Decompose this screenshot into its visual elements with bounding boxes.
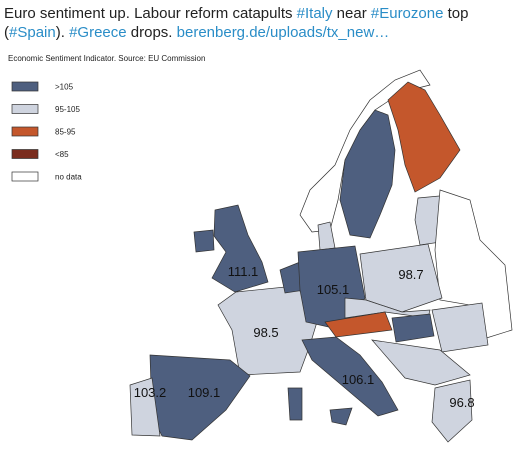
map-title: Economic Sentiment Indicator. Source: EU…: [8, 54, 205, 63]
tweet-link[interactable]: berenberg.de/uploads/tx_new…: [176, 24, 390, 41]
sardinia: [287, 387, 303, 421]
legend-label: >105: [55, 83, 74, 92]
greece: [431, 379, 473, 443]
legend-label: 95-105: [55, 105, 80, 114]
portugal: [129, 377, 161, 437]
legend-swatch: [11, 104, 39, 114]
country-value: 105.1: [317, 282, 350, 297]
romania: [431, 302, 489, 353]
denmark: [317, 221, 336, 251]
tweet-segment: Euro sentiment up. Labour reform catapul…: [4, 5, 297, 22]
legend-swatch: [11, 149, 39, 159]
tweet-segment: ).: [55, 24, 70, 41]
poland: [359, 243, 443, 313]
legend-swatch: [11, 126, 39, 137]
country-value: 111.1: [228, 264, 259, 279]
austria: [324, 311, 393, 338]
east: [434, 189, 513, 341]
country-value: 98.5: [253, 325, 278, 340]
country-value: 103.2: [134, 385, 167, 400]
country-value: 106.1: [342, 372, 375, 387]
sicily: [329, 407, 353, 426]
tweet-segment: near: [332, 5, 371, 22]
finland: [387, 81, 461, 193]
tweet-link[interactable]: #Eurozone: [370, 5, 444, 22]
legend-label: no data: [55, 173, 82, 182]
legend-label: 85-95: [55, 128, 76, 137]
italy: [301, 336, 399, 417]
tweet-segment: top (: [4, 5, 469, 41]
ireland: [193, 229, 215, 253]
legend-swatch: [11, 81, 39, 92]
countries: [129, 69, 513, 443]
country-value: 98.7: [398, 267, 423, 282]
tweet-link[interactable]: #Greece: [69, 24, 127, 41]
country-value: 109.1: [188, 385, 221, 400]
legend-swatch: [11, 171, 39, 182]
uk: [211, 204, 269, 293]
tweet-link[interactable]: #Italy: [296, 5, 333, 22]
balkans: [371, 339, 471, 386]
tweet-segment: drops.: [126, 24, 177, 41]
hungary: [391, 313, 435, 343]
country-value: 96.8: [449, 395, 474, 410]
legend-label: <85: [55, 150, 69, 159]
sweden: [339, 109, 396, 239]
tweet-text: Euro sentiment up. Labour reform catapul…: [4, 4, 512, 42]
tweet-link[interactable]: #Spain: [9, 24, 56, 41]
